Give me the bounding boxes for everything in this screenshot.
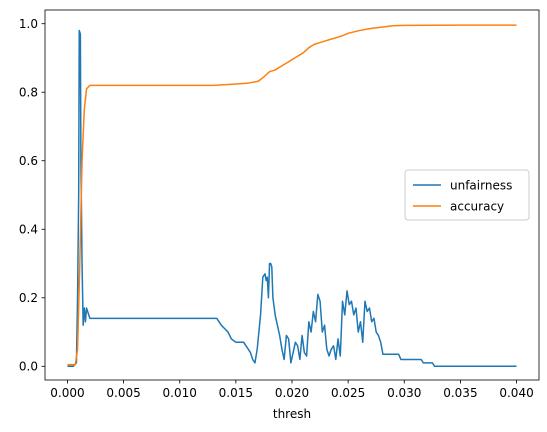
x-tick-label: 0.005 [106, 386, 140, 400]
legend-box [404, 169, 530, 221]
series-line-unfairness [67, 29, 517, 368]
x-tick-label: 0.040 [499, 386, 533, 400]
x-tick-label: 0.025 [331, 386, 365, 400]
y-axis: 0.0 0.2 0.4 0.6 0.8 1.0 [19, 17, 45, 374]
legend: unfairness accuracy [404, 169, 530, 221]
y-tick-label: 0.6 [19, 154, 38, 168]
y-tick-label: 1.0 [19, 17, 38, 31]
y-tick-label: 0.8 [19, 86, 38, 100]
legend-label-unfairness: unfairness [450, 178, 512, 192]
x-tick-label: 0.035 [443, 386, 477, 400]
y-tick-label: 0.0 [19, 360, 38, 374]
series-line-accuracy [67, 24, 517, 366]
x-tick-label: 0.020 [275, 386, 309, 400]
x-tick-label: 0.000 [50, 386, 84, 400]
x-axis-label: thresh [273, 407, 311, 421]
y-tick-label: 0.2 [19, 291, 38, 305]
legend-label-accuracy: accuracy [450, 199, 504, 213]
series-lines [67, 24, 517, 368]
x-tick-label: 0.010 [163, 386, 197, 400]
x-tick-label: 0.030 [387, 386, 421, 400]
y-tick-label: 0.4 [19, 223, 38, 237]
x-tick-label: 0.015 [219, 386, 253, 400]
x-axis: 0.000 0.005 0.010 0.015 0.020 0.025 0.030 0.035… [50, 380, 534, 400]
